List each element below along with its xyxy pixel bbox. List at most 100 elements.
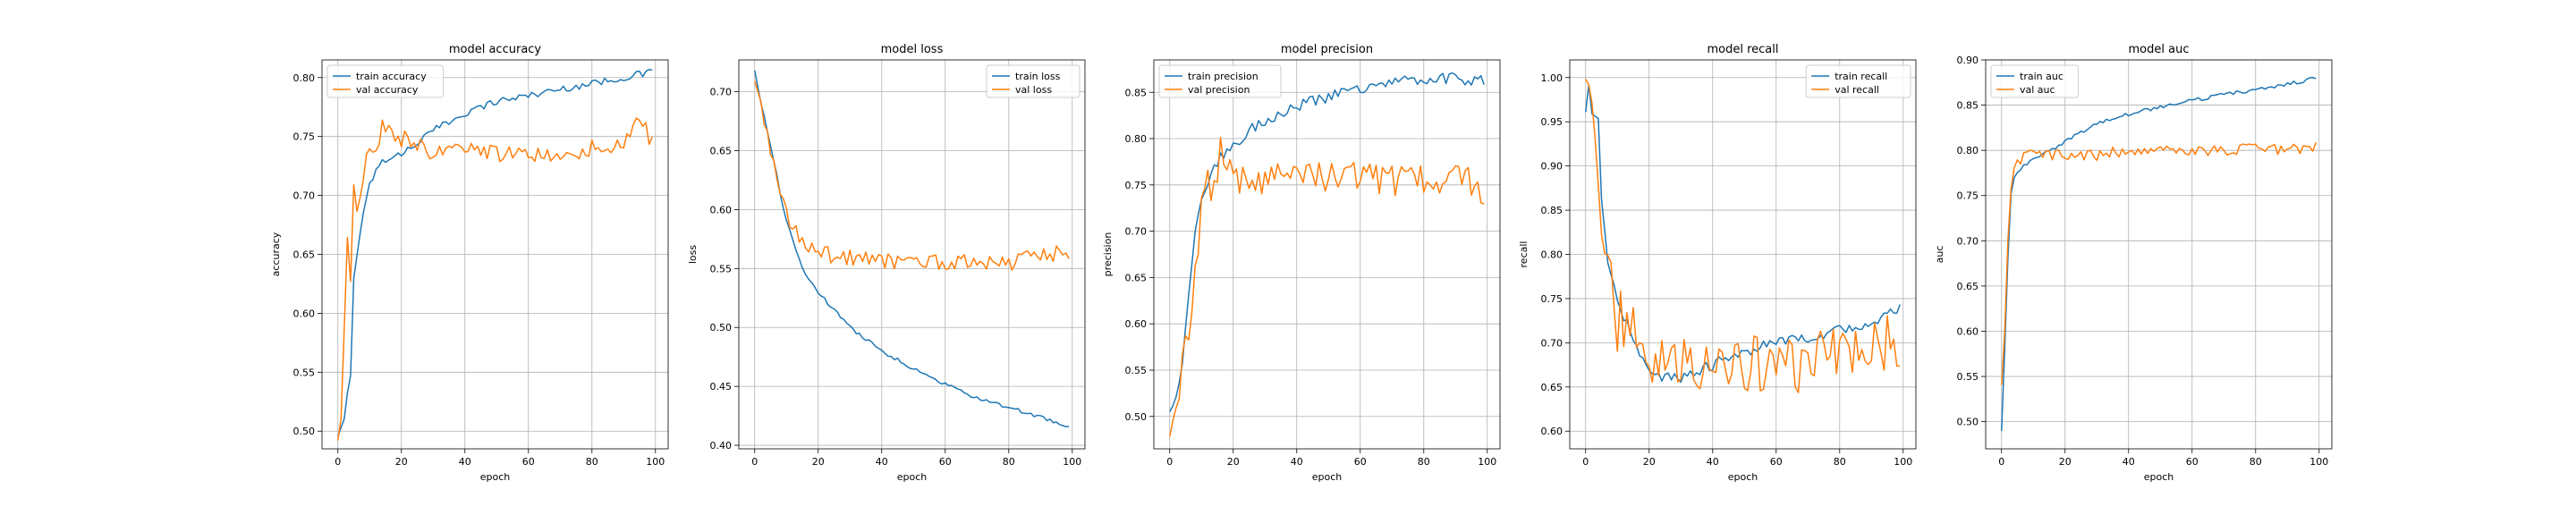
legend-entry: val accuracy bbox=[356, 84, 419, 96]
x-axis-label: epoch bbox=[897, 471, 928, 483]
y-tick: 0.85 bbox=[1957, 100, 1986, 112]
grid bbox=[322, 60, 668, 449]
y-tick-label: 0.85 bbox=[1125, 87, 1148, 98]
y-tick-label: 0.75 bbox=[293, 131, 316, 143]
y-tick: 0.80 bbox=[1957, 145, 1986, 156]
y-tick-label: 0.50 bbox=[293, 426, 316, 437]
y-tick: 0.70 bbox=[293, 190, 322, 202]
y-tick-label: 0.60 bbox=[293, 308, 316, 319]
x-tick: 60 bbox=[2186, 449, 2199, 468]
x-tick-label: 40 bbox=[876, 456, 888, 468]
x-tick: 100 bbox=[646, 449, 665, 468]
x-tick: 20 bbox=[395, 449, 408, 468]
chart-title: model recall bbox=[1707, 43, 1778, 56]
legend-box bbox=[1805, 64, 1911, 98]
y-tick: 0.70 bbox=[1541, 337, 1570, 349]
y-tick: 0.75 bbox=[1541, 293, 1570, 305]
x-tick-label: 60 bbox=[2186, 456, 2199, 468]
y-tick-label: 0.50 bbox=[1125, 411, 1148, 423]
legend-entry: val precision bbox=[1188, 84, 1250, 96]
x-tick: 0 bbox=[1166, 449, 1173, 468]
chart-title: model precision bbox=[1281, 43, 1373, 56]
plot-frame bbox=[1985, 59, 2333, 450]
x-tick-label: 40 bbox=[459, 456, 471, 468]
legend-entry: train auc bbox=[2020, 71, 2063, 82]
legend: train accuracy val accuracy bbox=[326, 64, 445, 98]
x-tick-label: 0 bbox=[1998, 456, 2004, 468]
grid bbox=[1986, 59, 2332, 449]
subplot-model-precision: 0 20 40 60 80 100 0.50 0.55 0.60 0.65 0.70 0.75 0.80… bbox=[1102, 43, 1501, 483]
y-tick-label: 0.65 bbox=[1541, 382, 1563, 393]
y-tick: 0.65 bbox=[710, 146, 739, 157]
x-tick-label: 100 bbox=[2309, 456, 2328, 468]
y-tick-label: 0.70 bbox=[1125, 226, 1148, 238]
subplot-model-accuracy: 0 20 40 60 80 100 0.50 0.55 0.60 0.65 0.70 0.75 0.80… bbox=[270, 43, 669, 483]
x-tick-label: 20 bbox=[812, 456, 825, 468]
y-tick: 0.60 bbox=[1541, 426, 1570, 437]
y-tick: 1.00 bbox=[1541, 72, 1570, 84]
y-tick: 0.95 bbox=[1541, 116, 1570, 128]
y-axis-label: auc bbox=[1934, 246, 1945, 264]
x-tick-label: 100 bbox=[1063, 456, 1081, 468]
legend-entry: train precision bbox=[1188, 71, 1258, 82]
x-tick-label: 80 bbox=[586, 456, 598, 468]
subplot-model-loss: 0 20 40 60 80 100 0.40 0.45 0.50 0.55 0.60 0.65 0.70… bbox=[687, 43, 1086, 483]
y-tick: 0.65 bbox=[1957, 281, 1986, 292]
x-tick: 100 bbox=[1063, 449, 1081, 468]
y-tick: 0.60 bbox=[1125, 318, 1154, 330]
x-tick-label: 80 bbox=[1003, 456, 1015, 468]
x-tick: 100 bbox=[2309, 449, 2328, 468]
x-axis-label: epoch bbox=[2144, 471, 2174, 483]
series-line-train-accuracy bbox=[337, 68, 653, 437]
x-tick: 20 bbox=[1227, 449, 1240, 468]
x-tick-label: 40 bbox=[2123, 456, 2135, 468]
x-tick-label: 80 bbox=[2250, 456, 2262, 468]
x-tick: 80 bbox=[2250, 449, 2262, 468]
y-tick-label: 0.80 bbox=[1957, 145, 1979, 156]
y-tick-label: 0.55 bbox=[293, 367, 316, 378]
y-tick: 0.80 bbox=[1541, 249, 1570, 261]
x-tick-label: 100 bbox=[1894, 456, 1912, 468]
y-tick: 0.70 bbox=[1125, 226, 1154, 238]
legend-box bbox=[326, 64, 445, 98]
y-tick-label: 0.45 bbox=[710, 381, 733, 393]
legend: train recall val recall bbox=[1805, 64, 1911, 98]
legend: train loss val loss bbox=[986, 64, 1080, 98]
x-tick: 40 bbox=[1291, 449, 1303, 468]
grid bbox=[1570, 60, 1916, 449]
legend-entry: train recall bbox=[1835, 71, 1887, 82]
y-axis-label: loss bbox=[687, 245, 699, 265]
legend-entry: train loss bbox=[1015, 71, 1061, 82]
x-tick-label: 20 bbox=[1227, 456, 1240, 468]
subplot-model-recall: 0 20 40 60 80 100 0.60 0.65 0.70 0.75 0.80 0.85 0.90… bbox=[1518, 43, 1917, 483]
y-tick: 0.50 bbox=[1125, 411, 1154, 423]
y-axis-label: precision bbox=[1102, 232, 1114, 277]
y-tick: 0.65 bbox=[293, 249, 322, 261]
y-tick-label: 0.70 bbox=[1957, 235, 1979, 247]
x-tick-label: 0 bbox=[1582, 456, 1589, 468]
y-tick-label: 1.00 bbox=[1541, 72, 1563, 84]
y-tick: 0.50 bbox=[1957, 417, 1986, 428]
y-tick-label: 0.75 bbox=[1541, 293, 1563, 305]
x-tick: 60 bbox=[1770, 449, 1783, 468]
x-tick: 100 bbox=[1478, 449, 1496, 468]
x-tick: 20 bbox=[1643, 449, 1656, 468]
y-tick-label: 0.90 bbox=[1541, 161, 1563, 173]
y-tick: 0.75 bbox=[1125, 180, 1154, 191]
y-tick-label: 0.85 bbox=[1957, 100, 1979, 112]
x-tick: 0 bbox=[1582, 449, 1589, 468]
y-tick-label: 0.85 bbox=[1541, 205, 1563, 216]
y-tick-label: 0.60 bbox=[1125, 318, 1148, 330]
series-line-val-recall bbox=[1585, 79, 1901, 393]
plot-frame bbox=[1153, 59, 1501, 450]
y-tick: 0.50 bbox=[293, 426, 322, 437]
y-tick-label: 0.70 bbox=[293, 190, 316, 202]
x-tick: 80 bbox=[586, 449, 598, 468]
chart-title: model auc bbox=[2129, 43, 2190, 56]
y-tick-label: 0.90 bbox=[1957, 55, 1979, 66]
x-tick: 0 bbox=[751, 449, 758, 468]
x-tick-label: 0 bbox=[1166, 456, 1173, 468]
x-tick: 80 bbox=[1834, 449, 1846, 468]
x-tick: 40 bbox=[459, 449, 471, 468]
x-tick-label: 20 bbox=[1643, 456, 1656, 468]
